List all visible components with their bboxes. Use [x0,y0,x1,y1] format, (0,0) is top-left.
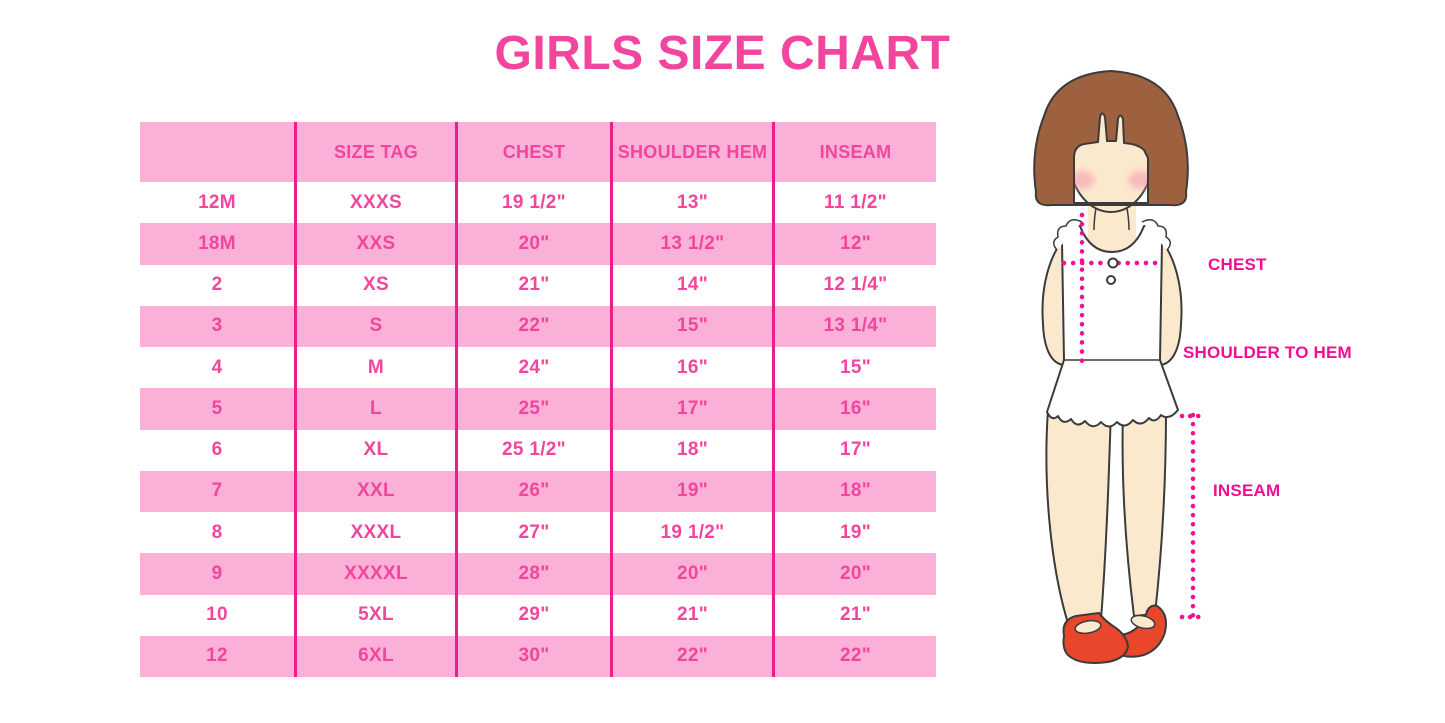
table-cell: 14" [613,264,775,306]
table-cell: 13 1/2" [613,223,775,265]
table-cell: 28" [458,553,613,595]
table-cell: 18" [613,429,775,471]
table-cell: XXXXL [297,553,458,595]
table-cell: 18" [775,470,936,512]
table-cell: 17" [775,429,936,471]
table-cell: S [297,305,458,347]
table-cell: 2 [140,264,297,306]
chest-measure-label: CHEST [1208,255,1267,274]
table-cell: 29" [458,594,613,636]
table-cell: 12M [140,182,297,224]
table-cell: 13 1/4" [775,305,936,347]
table-cell: 22" [775,635,936,677]
table-cell: L [297,388,458,430]
table-cell: XL [297,429,458,471]
table-cell: 21" [613,594,775,636]
table-cell: 16" [613,347,775,389]
table-cell: 16" [775,388,936,430]
neck [1088,198,1136,258]
header-cell-size [140,122,297,182]
table-cell: 19 1/2" [613,512,775,554]
table-cell: 21" [458,264,613,306]
table-cell: 7 [140,470,297,512]
blouse [1046,219,1179,428]
table-cell: 20" [458,223,613,265]
table-cell: 22" [613,635,775,677]
table-cell: 5 [140,388,297,430]
table-cell: 3 [140,305,297,347]
header-cell-size-tag: SIZE TAG [297,122,458,182]
table-cell: 19" [613,470,775,512]
table-cell: 25 1/2" [458,429,613,471]
table-cell: M [297,347,458,389]
table-cell: 18M [140,223,297,265]
girls-size-table: SIZE TAG CHEST SHOULDER HEM INSEAM 12M XXXS 19… [140,122,936,677]
table-cell: 12 1/4" [775,264,936,306]
table-cell: 24" [458,347,613,389]
table-cell: 11 1/2" [775,182,936,224]
legs [1045,409,1168,621]
table-cell: 15" [613,305,775,347]
header-cell-shoulder-hem: SHOULDER HEM [613,122,775,182]
table-cell: 6 [140,429,297,471]
table-cell: 12 [140,635,297,677]
shoes [1062,604,1167,664]
girl-illustration [1033,70,1207,664]
table-cell: 10 [140,594,297,636]
header-cell-chest: CHEST [458,122,613,182]
table-cell: XXXL [297,512,458,554]
table-cell: 20" [775,553,936,595]
table-cell: 8 [140,512,297,554]
measurement-figure: CHEST SHOULDER TO HEM INSEAM [1000,60,1445,723]
table-cell: 9 [140,553,297,595]
table-cell: 19" [775,512,936,554]
table-cell: 19 1/2" [458,182,613,224]
top-button [1107,257,1119,269]
table-cell: 30" [458,635,613,677]
table-cell: 25" [458,388,613,430]
table-cell: XS [297,264,458,306]
table-cell: 22" [458,305,613,347]
table-cell: 4 [140,347,297,389]
table-cell: 20" [613,553,775,595]
table-cell: 6XL [297,635,458,677]
table-cell: 5XL [297,594,458,636]
table-cell: XXXS [297,182,458,224]
table-cell: 13" [613,182,775,224]
table-cell: 12" [775,223,936,265]
table-cell: 21" [775,594,936,636]
header-cell-inseam: INSEAM [775,122,936,182]
table-cell: 26" [458,470,613,512]
table-cell: XXL [297,470,458,512]
table-cell: 15" [775,347,936,389]
hair [1033,70,1189,207]
bottom-button [1106,275,1116,285]
table-cell: XXS [297,223,458,265]
left-cheek-blush [1069,171,1095,189]
table-cell: 17" [613,388,775,430]
inseam-measure-label: INSEAM [1213,481,1281,500]
shoulder-to-hem-measure-label: SHOULDER TO HEM [1183,343,1352,362]
page-title: GIRLS SIZE CHART [494,27,951,80]
table-cell: 27" [458,512,613,554]
